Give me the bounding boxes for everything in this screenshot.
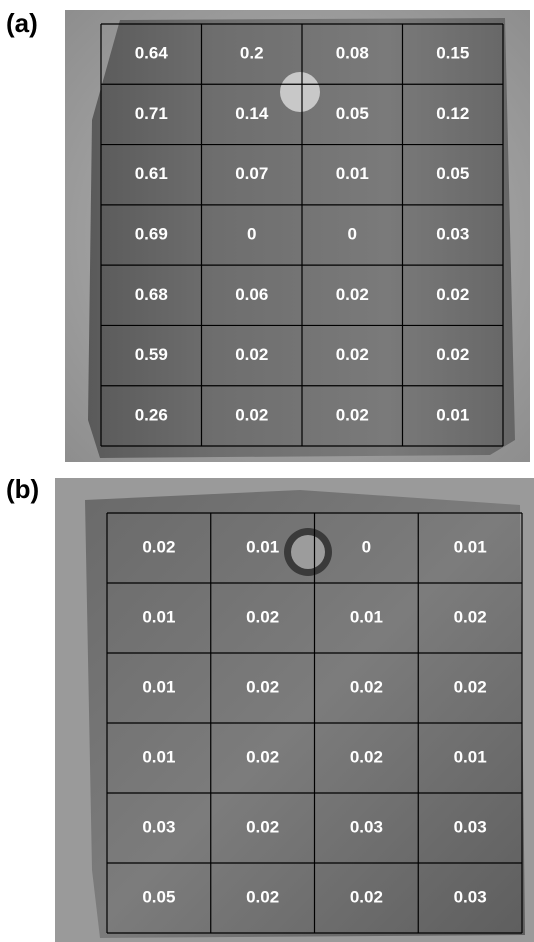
cell-value: 0.02: [436, 345, 469, 364]
cell-value: 0.01: [454, 747, 487, 766]
cell-value: 0.01: [142, 607, 175, 626]
cell-value: 0.02: [246, 817, 279, 836]
cell-value: 0.02: [336, 345, 369, 364]
cell-value: 0.02: [246, 747, 279, 766]
cell-value: 0.06: [235, 285, 268, 304]
cell-value: 0.03: [142, 817, 175, 836]
cell-value: 0: [348, 224, 357, 243]
cell-value: 0.68: [135, 285, 168, 304]
cell-value: 0.26: [135, 405, 168, 424]
cell-value: 0.59: [135, 345, 168, 364]
cell-value: 0.01: [142, 747, 175, 766]
cell-value: 0.05: [336, 104, 369, 123]
cell-value: 0.02: [436, 285, 469, 304]
cell-value: 0.05: [142, 887, 175, 906]
hole: [291, 535, 325, 569]
hole: [280, 72, 320, 112]
cell-value: 0.03: [454, 817, 487, 836]
cell-value: 0.03: [454, 887, 487, 906]
cell-value: 0.02: [350, 887, 383, 906]
cell-value: 0.01: [436, 405, 469, 424]
cell-value: 0.02: [350, 747, 383, 766]
cell-value: 0: [362, 537, 371, 556]
cell-value: 0.02: [246, 887, 279, 906]
cell-value: 0.02: [454, 607, 487, 626]
cell-value: 0.02: [246, 677, 279, 696]
cell-value: 0.01: [454, 537, 487, 556]
cell-value: 0.2: [240, 44, 264, 63]
panel-label: (b): [6, 474, 39, 504]
cell-value: 0.71: [135, 104, 168, 123]
cell-value: 0.02: [235, 405, 268, 424]
cell-value: 0.64: [135, 44, 169, 63]
figure: (a) (b) 0.64 0.2 0.08 0.15 0.71 0.14 0.05 0.12 0…: [0, 0, 534, 942]
cell-value: 0.02: [336, 405, 369, 424]
cell-value: 0.69: [135, 224, 168, 243]
cell-value: 0.02: [454, 677, 487, 696]
panel-label: (a): [6, 8, 38, 38]
cell-value: 0.01: [336, 164, 369, 183]
cell-value: 0.07: [235, 164, 268, 183]
cell-value: 0.15: [436, 44, 469, 63]
cell-value: 0.02: [246, 607, 279, 626]
cell-value: 0.01: [350, 607, 383, 626]
cell-value: 0.01: [246, 537, 279, 556]
cell-value: 0.02: [336, 285, 369, 304]
cell-value: 0.08: [336, 44, 369, 63]
cell-value: 0.01: [142, 677, 175, 696]
cell-value: 0: [247, 224, 256, 243]
cell-value: 0.05: [436, 164, 469, 183]
cell-value: 0.61: [135, 164, 168, 183]
cell-value: 0.03: [436, 224, 469, 243]
cell-value: 0.02: [235, 345, 268, 364]
cell-value: 0.14: [235, 104, 269, 123]
cell-value: 0.03: [350, 817, 383, 836]
cell-value: 0.12: [436, 104, 469, 123]
cell-value: 0.02: [350, 677, 383, 696]
cell-value: 0.02: [142, 537, 175, 556]
